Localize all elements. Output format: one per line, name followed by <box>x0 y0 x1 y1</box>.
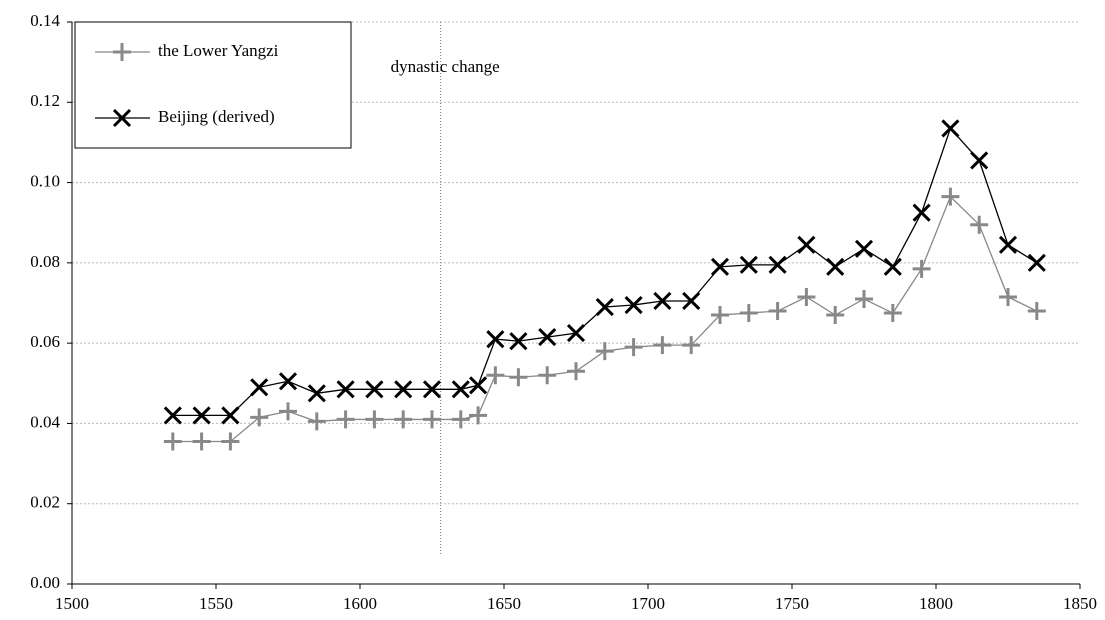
legend-label: the Lower Yangzi <box>158 41 279 60</box>
x-marker <box>941 119 960 138</box>
y-tick-label: 0.08 <box>30 252 60 271</box>
plus-marker <box>912 259 931 278</box>
plus-marker <box>509 368 528 387</box>
plus-marker <box>423 410 441 429</box>
y-tick-label: 0.10 <box>30 171 60 190</box>
x-marker <box>912 203 931 222</box>
plus-marker <box>768 302 787 321</box>
plus-marker <box>469 406 488 425</box>
plus-marker <box>855 289 873 308</box>
x-tick-label: 1500 <box>55 594 89 613</box>
x-marker <box>365 380 384 399</box>
plus-marker <box>394 410 413 429</box>
x-marker <box>486 330 505 349</box>
x-marker <box>112 108 132 128</box>
x-marker <box>163 406 182 425</box>
x-marker <box>970 151 989 170</box>
plus-marker <box>970 215 989 234</box>
plus-marker <box>192 432 211 451</box>
plus-marker <box>336 410 355 429</box>
x-marker <box>710 257 730 276</box>
x-marker <box>192 406 211 425</box>
legend-label: Beijing (derived) <box>158 107 275 126</box>
plus-marker <box>826 306 845 325</box>
y-tick-label: 0.06 <box>30 332 60 351</box>
x-marker <box>1027 253 1046 272</box>
x-marker <box>278 372 298 391</box>
plus-marker <box>365 410 384 429</box>
plus-marker <box>250 408 269 427</box>
plus-marker <box>451 410 470 429</box>
x-marker <box>682 291 701 311</box>
x-tick-label: 1700 <box>631 594 665 613</box>
x-tick-label: 1800 <box>919 594 953 613</box>
x-tick-label: 1850 <box>1063 594 1097 613</box>
plus-marker <box>653 336 672 355</box>
series-line <box>172 127 1038 417</box>
plus-marker <box>113 43 131 61</box>
x-marker <box>566 324 586 343</box>
x-marker <box>538 328 557 347</box>
x-marker <box>797 235 816 254</box>
x-tick-label: 1650 <box>487 594 521 613</box>
series-line <box>172 195 1038 443</box>
x-marker <box>469 376 488 395</box>
annotation-text: dynastic change <box>391 57 500 76</box>
x-marker <box>826 257 845 276</box>
x-marker <box>250 378 269 397</box>
plus-marker <box>567 362 585 381</box>
x-marker <box>509 332 528 351</box>
x-marker <box>221 406 240 425</box>
x-marker <box>307 384 326 403</box>
x-marker <box>883 257 902 276</box>
plus-marker <box>682 336 701 355</box>
y-tick-label: 0.02 <box>30 493 60 512</box>
plus-marker <box>538 366 557 385</box>
x-marker <box>854 239 874 258</box>
plus-marker <box>486 366 505 385</box>
y-tick-label: 0.00 <box>30 573 60 592</box>
x-marker <box>595 297 614 317</box>
x-marker <box>653 291 672 311</box>
plus-marker <box>941 187 960 206</box>
plus-marker <box>999 287 1017 306</box>
y-tick-label: 0.14 <box>30 11 60 30</box>
x-marker <box>422 380 442 399</box>
y-tick-label: 0.04 <box>30 412 60 431</box>
x-marker <box>624 295 643 315</box>
plus-marker <box>279 402 297 421</box>
plus-marker <box>595 342 614 361</box>
x-tick-label: 1750 <box>775 594 809 613</box>
x-marker <box>998 235 1018 254</box>
x-tick-label: 1600 <box>343 594 377 613</box>
x-tick-label: 1550 <box>199 594 233 613</box>
plus-marker <box>221 432 240 451</box>
plus-marker <box>163 432 182 451</box>
x-marker <box>451 380 470 399</box>
x-marker <box>336 380 355 399</box>
plus-marker <box>307 412 326 431</box>
plus-marker <box>797 287 816 306</box>
plus-marker <box>624 338 643 357</box>
y-tick-label: 0.12 <box>30 91 60 110</box>
plus-marker <box>739 304 758 323</box>
x-marker <box>768 255 787 274</box>
plus-marker <box>883 304 902 323</box>
x-marker <box>394 380 413 399</box>
plus-marker <box>1027 302 1046 321</box>
x-marker <box>739 255 758 274</box>
plus-marker <box>711 306 729 325</box>
